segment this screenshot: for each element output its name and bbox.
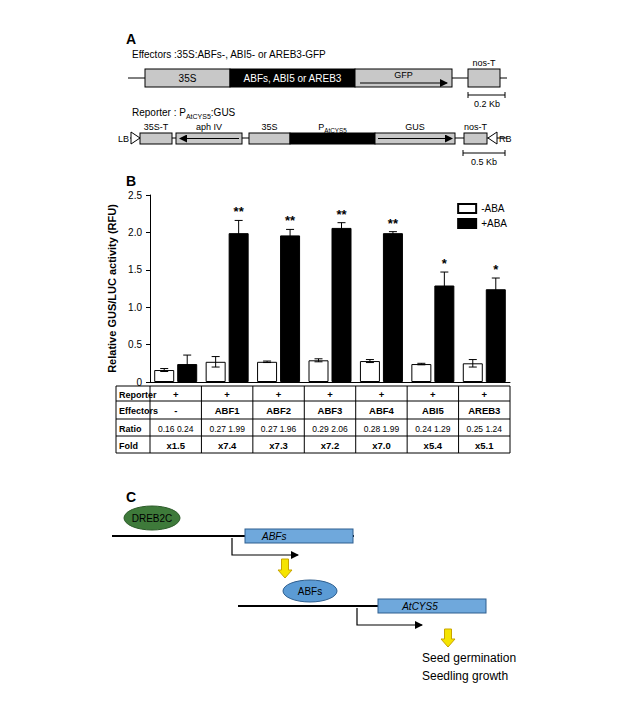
svg-text:Effectors :35S:ABFs-, ABI5- or: Effectors :35S:ABFs-, ABI5- or AREB3-GFP bbox=[132, 49, 326, 60]
svg-text:0: 0 bbox=[136, 377, 142, 388]
svg-text:x7.2: x7.2 bbox=[321, 440, 340, 451]
svg-text:2.0: 2.0 bbox=[128, 227, 142, 238]
svg-text:2.5: 2.5 bbox=[128, 190, 142, 201]
svg-text:0.27 1.99: 0.27 1.99 bbox=[209, 424, 245, 434]
svg-text:B: B bbox=[126, 173, 136, 189]
svg-text:Seed germination: Seed germination bbox=[422, 651, 516, 665]
svg-text:35S: 35S bbox=[261, 122, 277, 132]
svg-text:x7.4: x7.4 bbox=[218, 440, 237, 451]
svg-text:**: ** bbox=[336, 207, 347, 222]
svg-text:GUS: GUS bbox=[405, 122, 425, 132]
svg-text:Fold: Fold bbox=[119, 441, 138, 451]
svg-text:Reporter : PAtCYS5:GUS: Reporter : PAtCYS5:GUS bbox=[132, 107, 236, 120]
svg-text:0.24 1.29: 0.24 1.29 bbox=[415, 424, 451, 434]
svg-text:1.0: 1.0 bbox=[128, 302, 142, 313]
svg-text:PAtCYS5: PAtCYS5 bbox=[318, 122, 347, 134]
svg-text:0.27 1.96: 0.27 1.96 bbox=[261, 424, 297, 434]
svg-text:-ABA: -ABA bbox=[481, 203, 505, 214]
svg-text:ABFs: ABFs bbox=[298, 586, 322, 597]
svg-text:A: A bbox=[126, 31, 136, 47]
svg-text:ABFs, ABI5 or AREB3: ABFs, ABI5 or AREB3 bbox=[244, 73, 342, 84]
svg-text:LB: LB bbox=[118, 134, 129, 144]
svg-text:Effectors: Effectors bbox=[119, 406, 158, 416]
svg-text:**: ** bbox=[285, 213, 296, 228]
svg-text:ABF2: ABF2 bbox=[266, 405, 291, 416]
svg-text:x5.1: x5.1 bbox=[475, 440, 494, 451]
svg-text:+: + bbox=[276, 389, 282, 400]
svg-text:nos-T: nos-T bbox=[464, 122, 488, 132]
svg-text:DREB2C: DREB2C bbox=[132, 513, 173, 524]
svg-text:aph IV: aph IV bbox=[196, 122, 222, 132]
svg-text:0.29 2.06: 0.29 2.06 bbox=[312, 424, 348, 434]
svg-text:x7.3: x7.3 bbox=[269, 440, 288, 451]
svg-text:x5.4: x5.4 bbox=[424, 440, 443, 451]
svg-text:x7.0: x7.0 bbox=[372, 440, 391, 451]
svg-text:*: * bbox=[442, 256, 448, 271]
svg-text:Reporter: Reporter bbox=[119, 390, 157, 400]
svg-text:0.25 1.24: 0.25 1.24 bbox=[467, 424, 503, 434]
svg-text:ABF1: ABF1 bbox=[215, 405, 241, 416]
svg-text:+: + bbox=[173, 389, 179, 400]
svg-text:x1.5: x1.5 bbox=[166, 440, 185, 451]
svg-text:Ratio: Ratio bbox=[119, 424, 142, 434]
svg-text:0.5: 0.5 bbox=[128, 339, 142, 350]
svg-text:nos-T: nos-T bbox=[472, 58, 496, 68]
svg-text:RB: RB bbox=[499, 134, 512, 144]
svg-text:**: ** bbox=[234, 204, 245, 219]
svg-text:+: + bbox=[379, 389, 385, 400]
svg-text:GFP: GFP bbox=[394, 70, 413, 80]
svg-text:**: ** bbox=[388, 216, 399, 231]
svg-text:0.28 1.99: 0.28 1.99 bbox=[364, 424, 400, 434]
svg-text:AREB3: AREB3 bbox=[468, 405, 500, 416]
svg-text:C: C bbox=[126, 489, 136, 505]
svg-text:AtCYS5: AtCYS5 bbox=[401, 601, 438, 612]
svg-text:1.5: 1.5 bbox=[128, 264, 142, 275]
svg-text:-: - bbox=[174, 405, 177, 416]
svg-text:Relative GUS/LUC activity (RFU: Relative GUS/LUC activity (RFU) bbox=[106, 204, 118, 373]
svg-text:+ABA: +ABA bbox=[481, 218, 507, 229]
svg-text:+: + bbox=[327, 389, 333, 400]
svg-text:+: + bbox=[224, 389, 230, 400]
svg-text:ABF3: ABF3 bbox=[318, 405, 343, 416]
svg-text:0.2 Kb: 0.2 Kb bbox=[474, 99, 500, 109]
svg-text:+: + bbox=[482, 389, 488, 400]
svg-text:Seedling growth: Seedling growth bbox=[422, 669, 508, 683]
svg-text:ABF4: ABF4 bbox=[369, 405, 395, 416]
svg-text:ABFs: ABFs bbox=[261, 531, 286, 542]
svg-text:0.16 0.24: 0.16 0.24 bbox=[158, 424, 194, 434]
svg-text:+: + bbox=[430, 389, 436, 400]
svg-text:35S-T: 35S-T bbox=[144, 122, 169, 132]
svg-text:0.5 Kb: 0.5 Kb bbox=[471, 157, 497, 167]
svg-text:35S: 35S bbox=[179, 73, 197, 84]
svg-text:*: * bbox=[493, 262, 499, 277]
svg-text:ABI5: ABI5 bbox=[422, 405, 444, 416]
